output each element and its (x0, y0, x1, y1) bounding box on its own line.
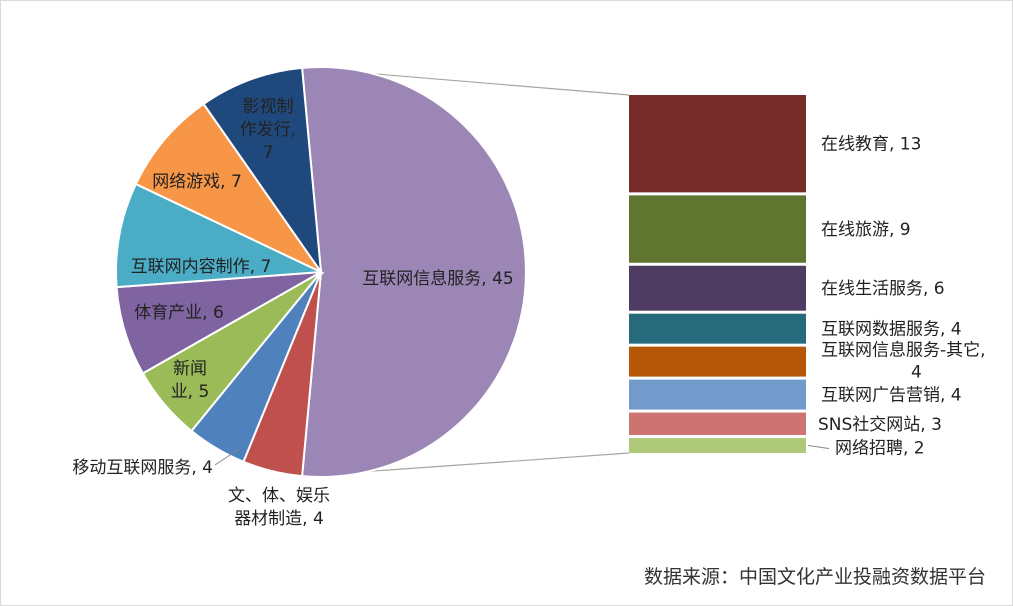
bar-segment-在线生活服务 (629, 265, 806, 311)
pie-label-互联网内容制作: 互联网内容制作, 7 (131, 257, 272, 277)
bar-segment-在线旅游 (629, 195, 806, 263)
bar-label-在线生活服务: 在线生活服务, 6 (821, 279, 945, 299)
pie-slice-网络游戏 (134, 102, 324, 275)
bar-segment-在线教育 (629, 95, 806, 193)
bar-segment-互联网数据服务 (629, 313, 806, 344)
pie-label-文-体-娱乐器材制造: 文、体、娱乐器材制造, 4 (228, 486, 330, 529)
pie-label-影视制作发行: 影视制作发行, 7 (240, 97, 296, 163)
bar-label-互联网信息服务-其它: 互联网信息服务-其它, 4 (821, 341, 986, 383)
bar-segment-网络招聘 (629, 438, 806, 453)
pie-label-体育产业: 体育产业, 6 (134, 303, 224, 323)
bar-label-互联网广告营销: 互联网广告营销, 4 (821, 386, 962, 406)
pie-slice-互联网信息服务 (300, 66, 527, 478)
pie-label-移动互联网服务: 移动互联网服务, 4 (72, 458, 213, 478)
data-labels: 互联网信息服务, 45 移动互联网服务, 4 文、体、娱乐器材制造, 4 新闻业, 5… (72, 97, 985, 529)
source-note: 数据来源：中国文化产业投融资数据平台 (644, 566, 986, 588)
leader-line (214, 448, 240, 466)
bar-segment-互联网广告营销 (629, 379, 806, 410)
pie-label-互联网信息服务: 互联网信息服务, 45 (362, 269, 513, 289)
bar-label-在线旅游: 在线旅游, 9 (821, 220, 911, 240)
breakdown-bar (629, 95, 806, 453)
pie-slices (115, 66, 527, 478)
bar-label-互联网数据服务: 互联网数据服务, 4 (821, 320, 962, 340)
bar-label-SNS社交网站: SNS社交网站, 3 (818, 415, 942, 435)
bar-label-在线教育: 在线教育, 13 (821, 135, 921, 155)
pie-slice-互联网内容制作 (115, 182, 325, 289)
pie-slice-影视制作发行 (202, 66, 323, 276)
bar-segment-SNS社交网站 (629, 412, 806, 436)
bar-label-网络招聘: 网络招聘, 2 (835, 439, 925, 459)
leader-line (807, 445, 830, 450)
pie-label-新闻业: 新闻业, 5 (171, 359, 210, 402)
pie-label-网络游戏: 网络游戏, 7 (152, 172, 242, 192)
bar-segment-互联网信息服务-其它 (629, 346, 806, 377)
